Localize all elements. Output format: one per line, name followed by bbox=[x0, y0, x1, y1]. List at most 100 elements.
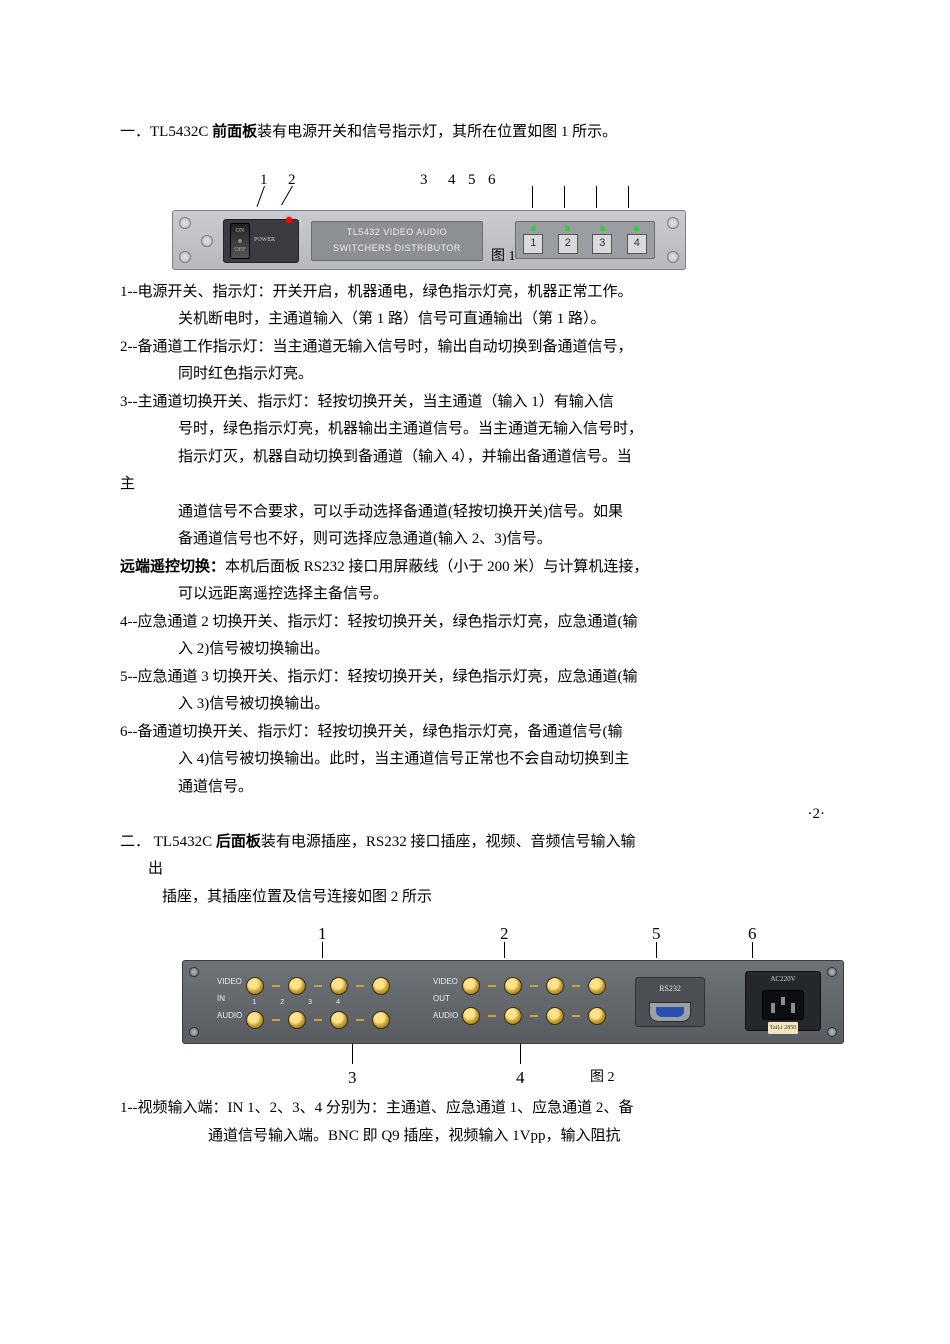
leader-line bbox=[352, 1044, 353, 1064]
item-2-cont: 同时红色指示灯亮。 bbox=[120, 362, 835, 388]
rs232-label: RS232 bbox=[636, 982, 704, 996]
text: 装有电源开关和信号指示灯，其所在位置如图 1 所示。 bbox=[257, 124, 617, 140]
callout-4: 4 bbox=[448, 168, 456, 194]
text: 一．TL5432C bbox=[120, 124, 212, 140]
brand-line2: SWITCHERS DISTRIBUTOR bbox=[312, 241, 482, 256]
item-6-head: 6--备通道切换开关、指示灯：轻按切换开关，绿色指示灯亮，备通道信号(输 bbox=[120, 720, 835, 746]
document-page: 一．TL5432C 前面板装有电源开关和信号指示灯，其所在位置如图 1 所示。 … bbox=[0, 0, 950, 1344]
in-num: 2 bbox=[280, 997, 284, 1009]
bnc-connector-icon bbox=[330, 1011, 348, 1029]
bnc-connector-icon bbox=[288, 977, 306, 995]
bnc-connector-icon bbox=[246, 977, 264, 995]
remote-rest: 本机后面板 RS232 接口用屏蔽线（小于 200 米）与计算机连接， bbox=[225, 559, 648, 575]
page-number: ·2· bbox=[120, 802, 835, 828]
item-4-head: 4--应急通道 2 切换开关、指示灯：轻按切换开关，绿色指示灯亮，应急通道(输 bbox=[120, 610, 835, 636]
leader-line bbox=[752, 942, 753, 958]
bnc-connector-icon bbox=[588, 977, 606, 995]
channel-led-icon bbox=[565, 226, 570, 231]
section2-cont: 出 bbox=[120, 857, 835, 883]
fig2-bottom-callouts: 3 4 图 2 bbox=[182, 1044, 842, 1090]
input-connector-group: VIDEO IN AUDIO 1 2 bbox=[217, 975, 390, 1031]
output-connector-group: VIDEO OUT AUDIO bbox=[433, 975, 606, 1027]
db9-connector-icon bbox=[649, 1002, 691, 1022]
screw-icon bbox=[827, 967, 837, 977]
video-label: VIDEO bbox=[433, 975, 458, 989]
video-label: VIDEO bbox=[217, 975, 242, 989]
channel-led-icon bbox=[531, 226, 536, 231]
audio-label: AUDIO bbox=[433, 1009, 458, 1023]
front-panel: ON OFF POWER TL5432 VIDEO AUDIO SWITCHER… bbox=[172, 210, 686, 270]
channel-led-icon bbox=[634, 226, 639, 231]
channel-button-1[interactable]: 1 bbox=[523, 234, 543, 254]
text-bold: 后面板 bbox=[216, 834, 261, 850]
screw-icon bbox=[827, 1027, 837, 1037]
bnc-connector-icon bbox=[462, 977, 480, 995]
rocker-off-label: OFF bbox=[234, 245, 245, 255]
channel-button-4[interactable]: 4 bbox=[627, 234, 647, 254]
bnc-connector-icon bbox=[462, 1007, 480, 1025]
video-out-row bbox=[462, 975, 606, 997]
screw-icon bbox=[189, 967, 199, 977]
bridge-icon bbox=[314, 1019, 322, 1021]
bridge-icon bbox=[530, 1015, 538, 1017]
screw-icon bbox=[189, 1027, 199, 1037]
remote-head: 远端遥控切换：本机后面板 RS232 接口用屏蔽线（小于 200 米）与计算机连… bbox=[120, 555, 835, 581]
in-connector-grid: 1 2 3 4 bbox=[246, 975, 390, 1031]
bridge-icon bbox=[488, 1015, 496, 1017]
fig1-caption: 图 1 bbox=[491, 245, 516, 269]
power-label: POWER bbox=[254, 235, 275, 245]
bnc-connector-icon bbox=[504, 977, 522, 995]
audio-in-row bbox=[246, 1009, 390, 1031]
item-3b-cont: 备通道信号也不好，则可选择应急通道(输入 2、3)信号。 bbox=[120, 527, 835, 553]
channel-button-3[interactable]: 3 bbox=[592, 234, 612, 254]
in-num: 4 bbox=[336, 997, 340, 1009]
rear-panel: VIDEO IN AUDIO 1 2 bbox=[182, 960, 844, 1044]
leader-line bbox=[322, 942, 323, 958]
channel-button-plate: 1 2 3 4 bbox=[515, 221, 655, 259]
item-3-head: 3--主通道切换开关、指示灯：轻按切换开关，当主通道（输入 1）有输入信 bbox=[120, 390, 835, 416]
out-label: OUT bbox=[433, 992, 458, 1006]
bridge-icon bbox=[356, 985, 364, 987]
fig2-caption: 图 2 bbox=[590, 1066, 615, 1090]
leader-line bbox=[281, 185, 293, 205]
text: 二． TL5432C bbox=[120, 834, 216, 850]
screw-icon bbox=[201, 235, 213, 247]
in-label: IN bbox=[217, 992, 242, 1006]
in-num: 3 bbox=[308, 997, 312, 1009]
maker-label: TaiLi 2850 bbox=[768, 1022, 798, 1034]
item2-1-head: 1--视频输入端：IN 1、2、3、4 分别为：主通道、应急通道 1、应急通道 … bbox=[120, 1096, 835, 1122]
bnc-connector-icon bbox=[546, 977, 564, 995]
out-labels: VIDEO OUT AUDIO bbox=[433, 975, 458, 1023]
item-2-head: 2--备通道工作指示灯：当主通道无输入信号时，输出自动切换到备通道信号， bbox=[120, 335, 835, 361]
power-led-icon bbox=[286, 217, 292, 223]
leader-line bbox=[520, 1044, 521, 1064]
callout-3: 3 bbox=[348, 1064, 357, 1093]
callout-3: 3 bbox=[420, 168, 428, 194]
fig2-top-callouts: 1 2 5 6 bbox=[182, 920, 842, 960]
item-5-head: 5--应急通道 3 切换开关、指示灯：轻按切换开关，绿色指示灯亮，应急通道(输 bbox=[120, 665, 835, 691]
screw-icon bbox=[179, 251, 191, 263]
iec-socket-icon bbox=[762, 990, 804, 1020]
remote-cont: 可以远距离遥控选择主备信号。 bbox=[120, 582, 835, 608]
bnc-connector-icon bbox=[288, 1011, 306, 1029]
audio-out-row bbox=[462, 1005, 606, 1027]
callout-5: 5 bbox=[468, 168, 476, 194]
rocker-on-label: ON bbox=[236, 226, 245, 236]
bridge-icon bbox=[314, 985, 322, 987]
item-3b-cont: 通道信号不合要求，可以手动选择备通道(轻按切换开关)信号。如果 bbox=[120, 500, 835, 526]
screw-icon bbox=[179, 217, 191, 229]
section2-heading: 二． TL5432C 后面板装有电源插座，RS232 接口插座，视频、音频信号输… bbox=[120, 830, 835, 856]
hanging-main: 主 bbox=[120, 472, 835, 498]
fig1-callouts: 1 2 3 4 5 6 bbox=[172, 168, 684, 210]
bnc-connector-icon bbox=[246, 1011, 264, 1029]
figure-1: 1 2 3 4 5 6 ON OFF bbox=[172, 168, 684, 270]
rocker-dot-icon bbox=[238, 239, 242, 243]
rs232-port-box: RS232 bbox=[635, 977, 705, 1027]
bnc-connector-icon bbox=[504, 1007, 522, 1025]
channel-led-row bbox=[516, 226, 654, 231]
ac-power-box: AC220V TaiLi 2850 bbox=[745, 971, 821, 1031]
channel-button-2[interactable]: 2 bbox=[558, 234, 578, 254]
leader-line bbox=[628, 186, 629, 208]
leader-line bbox=[564, 186, 565, 208]
power-rocker[interactable]: ON OFF bbox=[230, 223, 250, 259]
